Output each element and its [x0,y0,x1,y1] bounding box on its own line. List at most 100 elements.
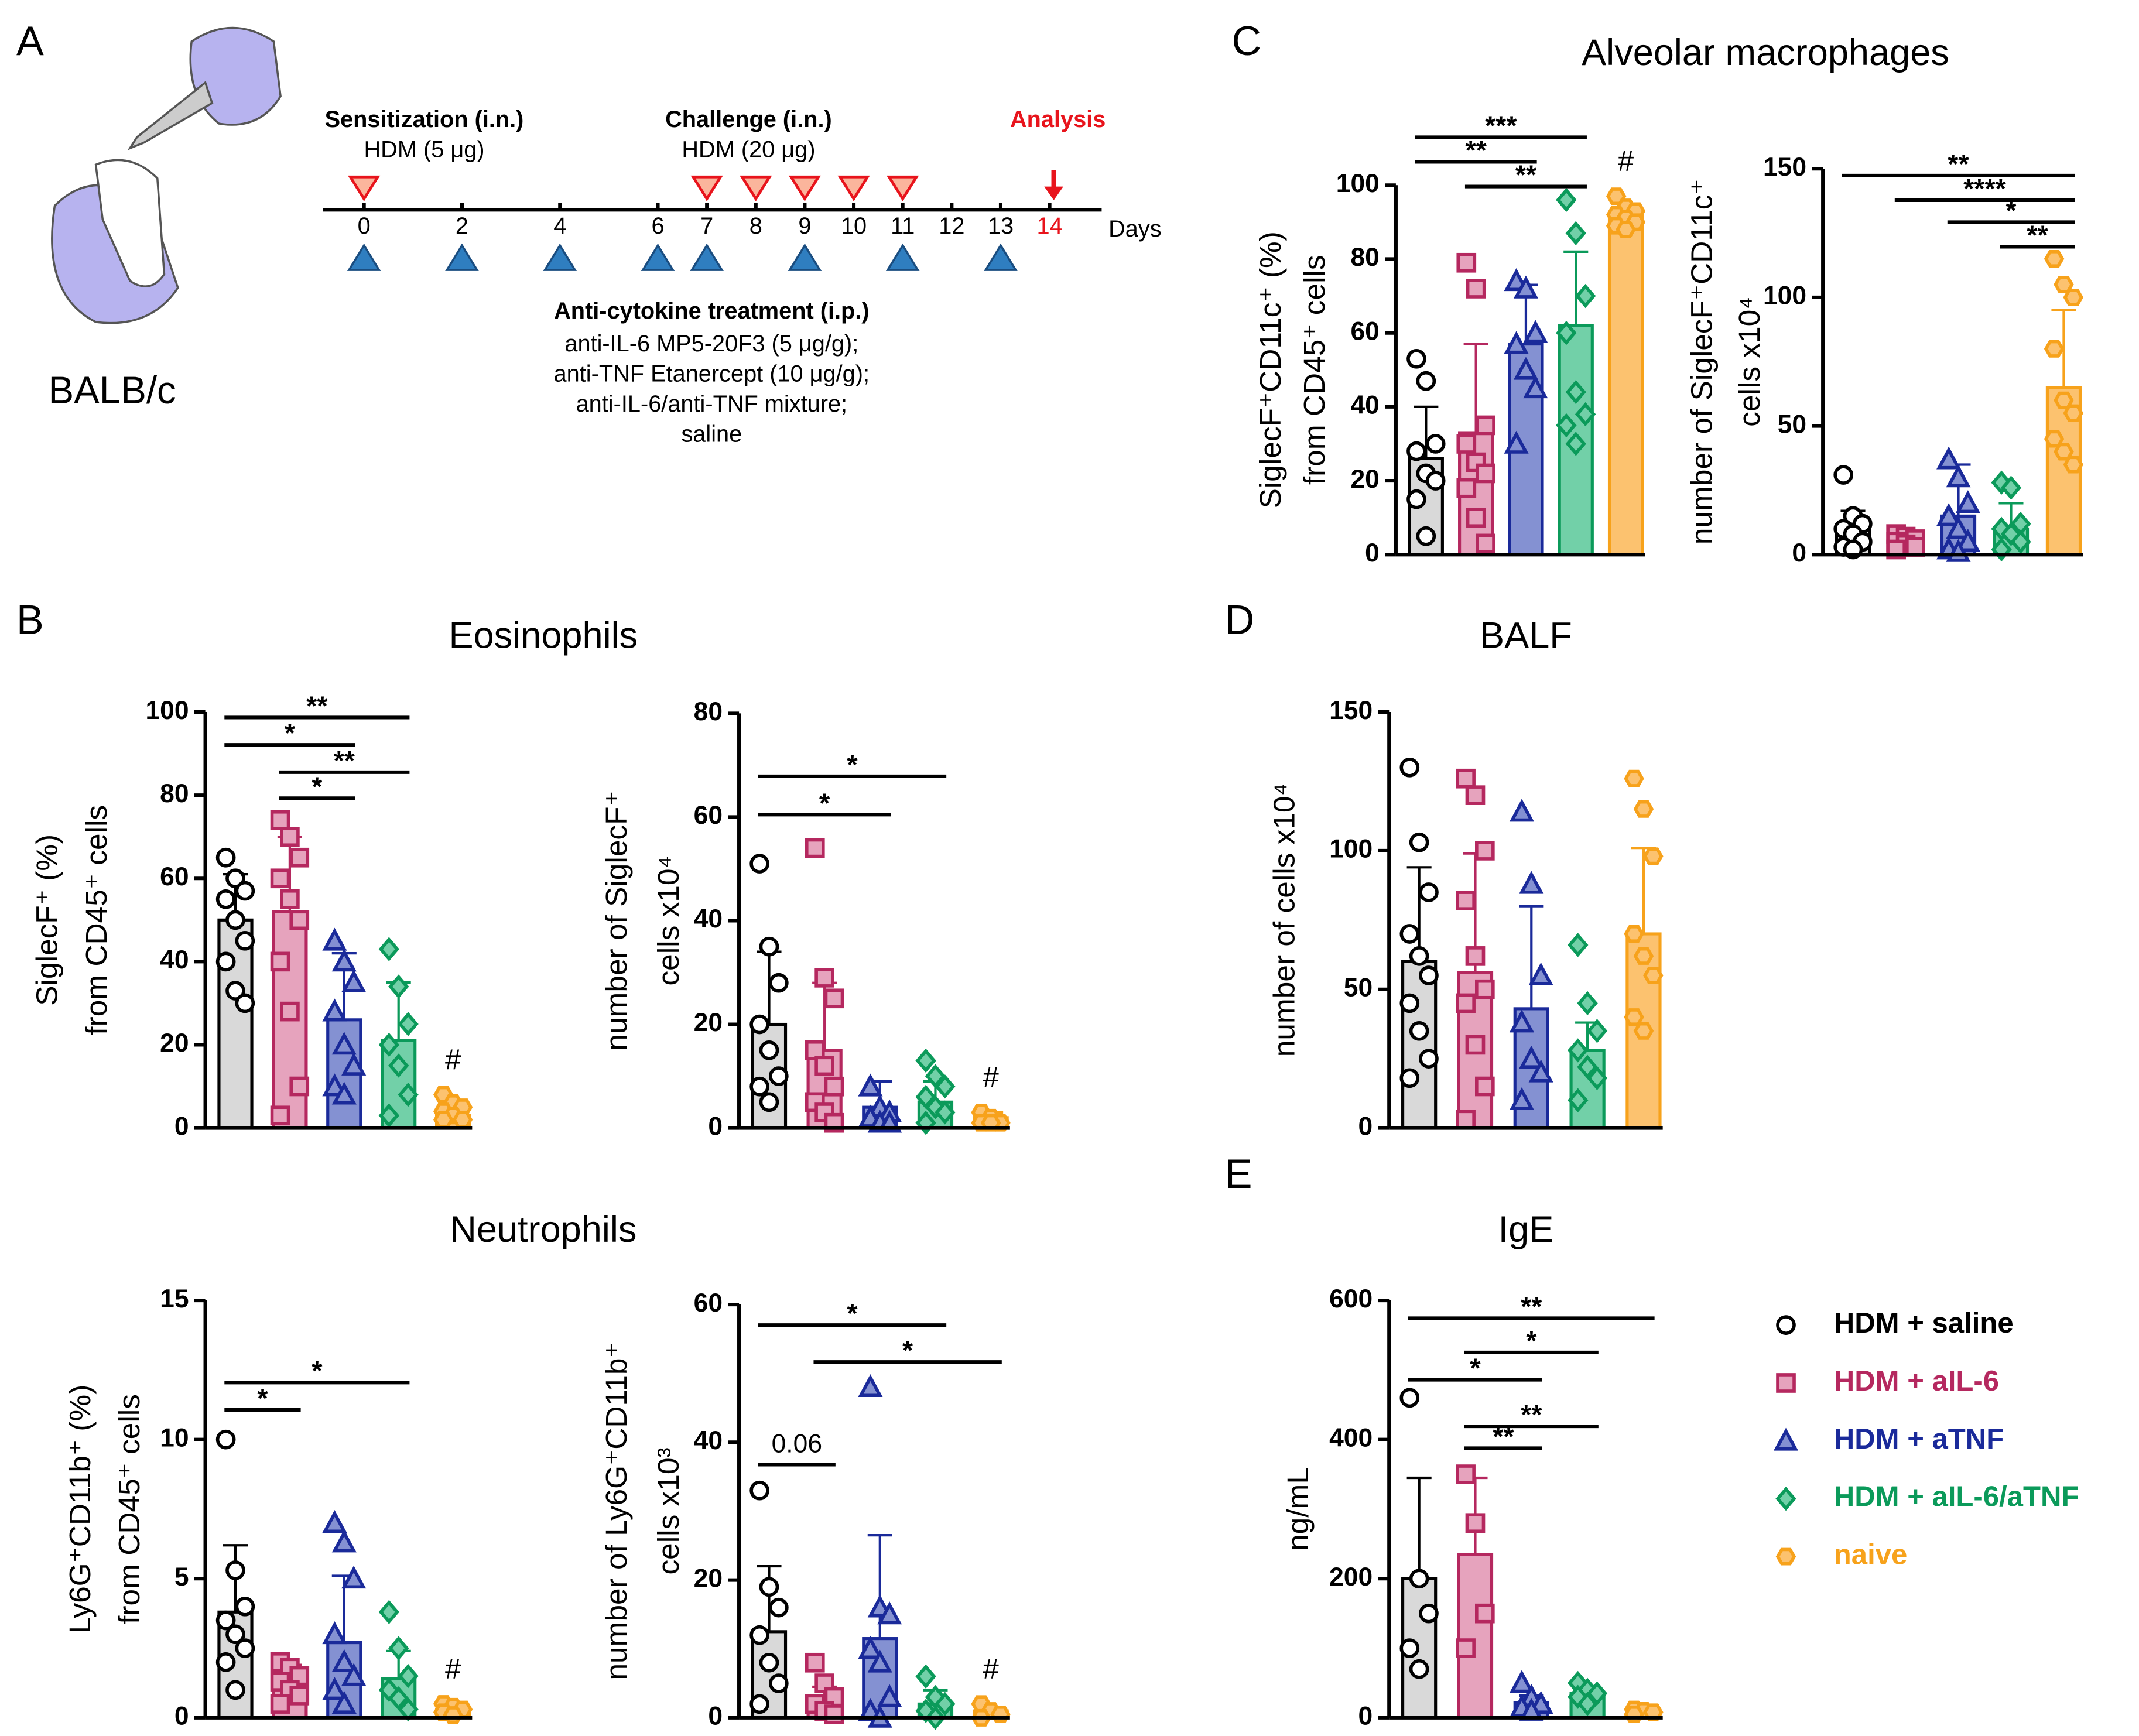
point [331,1649,357,1672]
point [331,1081,357,1105]
comparison-label: * [847,749,858,780]
point [215,889,236,909]
point [1399,1068,1420,1088]
point [378,1600,400,1624]
point [1406,349,1426,369]
y-tick-label: 20 [694,1008,723,1037]
analysis-label: Analysis [1010,107,1106,132]
point [759,1092,779,1112]
point [1399,993,1420,1013]
y-tick-label: 150 [1329,696,1373,725]
point [759,1577,779,1597]
y-tick-label: 0 [174,1702,189,1731]
y-tick-label: 100 [1336,169,1380,198]
comparison-label: * [1526,1326,1537,1356]
point [1409,946,1429,966]
point [270,1694,290,1714]
point [1475,1076,1495,1097]
treatment-line: anti-IL-6/anti-TNF mixture; [576,391,848,417]
y-axis-label: Ly6G⁺CD11b⁺ (%) [63,1385,97,1634]
point [805,838,825,858]
point [1519,871,1544,894]
point [225,1560,245,1580]
panel-title: IgE [1498,1209,1554,1250]
point [1409,1021,1429,1041]
point [1565,221,1586,245]
point [1456,891,1476,910]
y-tick-label: 0 [708,1702,723,1731]
point [1955,490,1980,513]
comparison-label: ** [1521,1399,1542,1430]
point [749,1625,769,1645]
point [1419,882,1439,902]
y-tick-label: 60 [694,801,723,830]
panel-title: Eosinophils [449,615,638,656]
point [858,1374,883,1398]
annotation: # [445,1045,461,1076]
point [915,1664,936,1689]
panel-letter: D [1225,597,1255,643]
y-axis-label: SiglecF⁺CD11c⁺ (%) [1253,231,1287,508]
point [1633,947,1654,965]
point [1513,275,1539,299]
point [1509,1087,1534,1111]
y-tick-label: 0 [1365,539,1380,567]
point [1775,1487,1796,1511]
point [1409,832,1429,852]
point [749,1694,769,1714]
point [235,993,255,1013]
day-label: 6 [651,213,664,239]
comparison-label: ** [1521,1291,1542,1321]
point [235,881,255,901]
comparison-label: * [847,1298,858,1328]
legend-label: HDM + saline [1834,1307,2014,1339]
day-label: 7 [700,213,713,239]
point [2044,340,2065,358]
y-tick-label: 60 [1350,317,1379,345]
point [1936,503,1962,526]
point [225,981,245,1001]
point [1556,320,1577,345]
point [935,1692,956,1717]
point [1624,769,1644,787]
challenge-marker [690,175,723,202]
point [2044,250,2065,268]
day-label: 10 [841,213,867,239]
point [1416,371,1436,391]
point [1406,441,1426,461]
point [1509,799,1534,822]
point [1775,1547,1796,1566]
annotation: # [1618,146,1634,177]
point [1633,1022,1654,1040]
point [1419,1049,1439,1069]
point [2000,475,2022,500]
day-label: 12 [939,213,964,239]
point [215,1652,236,1672]
comparison-label: ** [334,745,355,776]
y-tick-label: 50 [1778,410,1806,439]
point [1419,1603,1439,1624]
days-label: Days [1108,216,1162,242]
point [2010,529,2031,554]
point [398,1012,419,1036]
point [1409,1569,1429,1589]
point [1456,1464,1476,1484]
y-axis-label: cells x10³ [651,1447,685,1574]
point [1456,1110,1476,1130]
point [1465,785,1486,805]
point [1577,1692,1598,1716]
point [388,1636,409,1660]
point [331,949,357,972]
point [1409,1659,1429,1679]
y-axis-label: cells x10⁴ [1732,297,1766,427]
y-tick-label: 20 [1350,465,1379,494]
point [1476,415,1495,436]
point [388,974,409,999]
point [215,951,236,972]
bar [1558,324,1594,556]
point [322,998,347,1022]
point [322,1073,347,1097]
y-tick-label: 80 [160,779,189,808]
strain-label: BALB/c [49,369,176,412]
y-tick-label: 0 [708,1112,723,1141]
